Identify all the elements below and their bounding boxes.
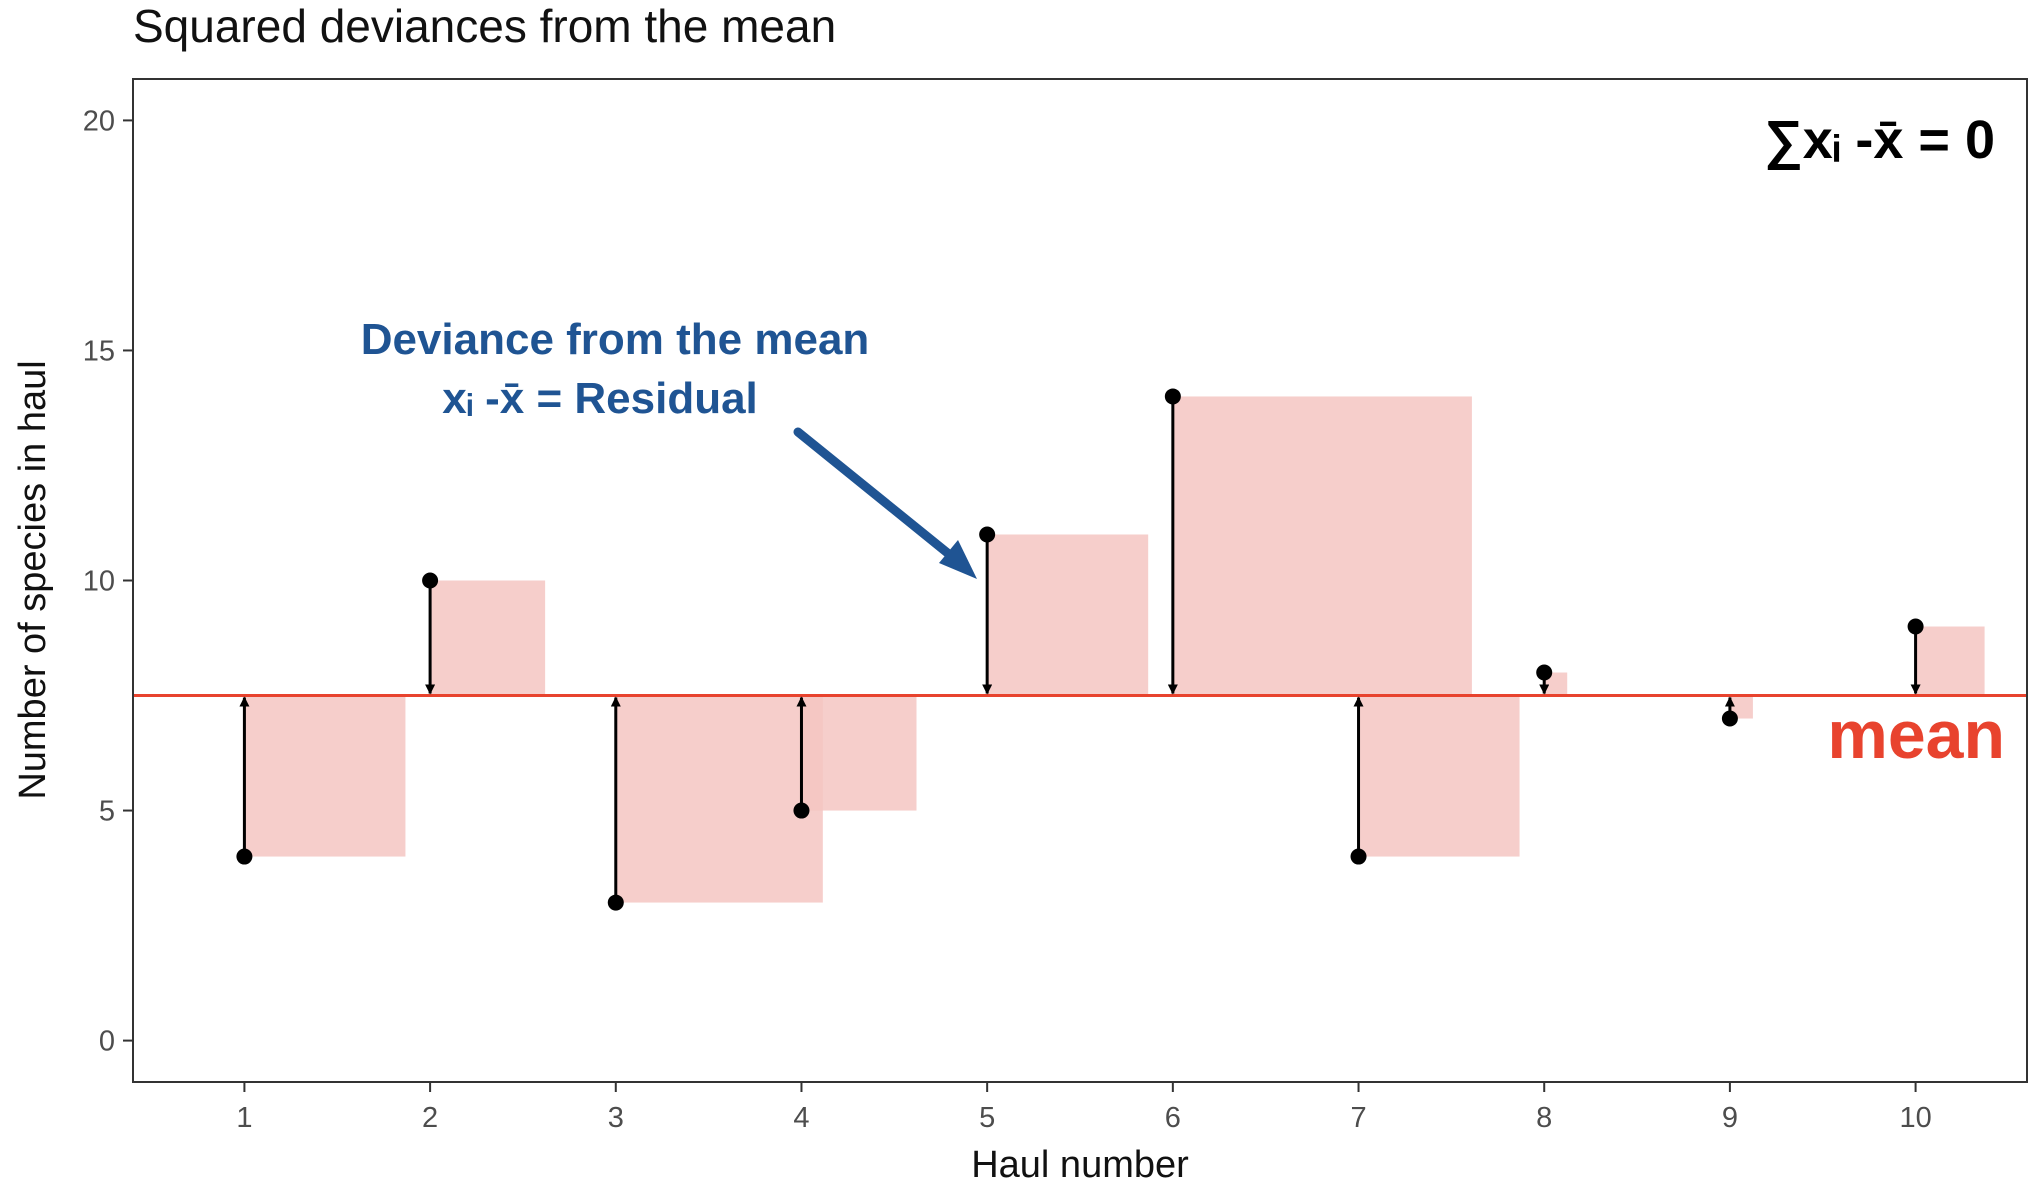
y-tick-label: 5: [99, 796, 115, 828]
squared-deviance-box: [1915, 626, 1985, 696]
data-point: [1536, 664, 1553, 681]
y-tick-label: 20: [83, 105, 115, 137]
squared-deviance-box: [1544, 672, 1568, 696]
squared-deviance-box: [801, 695, 917, 811]
y-tick-label: 10: [83, 566, 115, 598]
squared-deviance-boxes: [244, 396, 1985, 903]
mean-annotation: mean: [1827, 697, 2005, 773]
deviance-pointer-arrow: [793, 427, 977, 579]
deviance-annotation-line2: xᵢ -x̄ = Residual: [442, 374, 758, 423]
y-axis-ticks: 0 5 10 15 20: [83, 105, 133, 1058]
data-point: [793, 802, 810, 819]
chart-title: Squared deviances from the mean: [133, 0, 836, 52]
data-point: [1907, 618, 1924, 635]
squared-deviance-box: [430, 580, 546, 696]
data-point: [1350, 848, 1367, 865]
squared-deviance-box: [244, 695, 406, 857]
squared-deviance-box: [1172, 396, 1472, 696]
y-tick-label: 15: [83, 335, 115, 367]
x-tick-label: 9: [1722, 1102, 1738, 1134]
squared-deviance-box: [987, 534, 1149, 696]
squared-deviance-box: [1358, 695, 1520, 857]
x-tick-label: 8: [1536, 1102, 1552, 1134]
y-axis-label: Number of species in haul: [12, 360, 54, 799]
squared-deviance-box: [1729, 695, 1753, 719]
x-tick-label: 6: [1165, 1102, 1181, 1134]
x-tick-label: 2: [422, 1102, 438, 1134]
x-tick-label: 1: [236, 1102, 252, 1134]
data-point: [607, 894, 624, 911]
data-point: [1721, 710, 1738, 727]
data-point: [236, 848, 253, 865]
y-tick-label: 0: [99, 1026, 115, 1058]
x-tick-label: 7: [1350, 1102, 1366, 1134]
data-point: [422, 572, 439, 589]
x-axis-ticks: 1 2 3 4 5 6 7 8 9 10: [236, 1082, 1932, 1134]
x-tick-label: 5: [979, 1102, 995, 1134]
squared-deviance-box: [615, 695, 823, 903]
x-tick-label: 3: [608, 1102, 624, 1134]
deviance-annotation-line1: Deviance from the mean: [361, 315, 870, 364]
x-axis-label: Haul number: [971, 1144, 1189, 1186]
x-tick-label: 4: [793, 1102, 809, 1134]
x-tick-label: 10: [1899, 1102, 1931, 1134]
data-point: [979, 526, 996, 543]
data-point: [1164, 388, 1181, 405]
data-points: [236, 388, 1924, 911]
sum-annotation: ∑xᵢ -x̄ = 0: [1764, 110, 1995, 170]
